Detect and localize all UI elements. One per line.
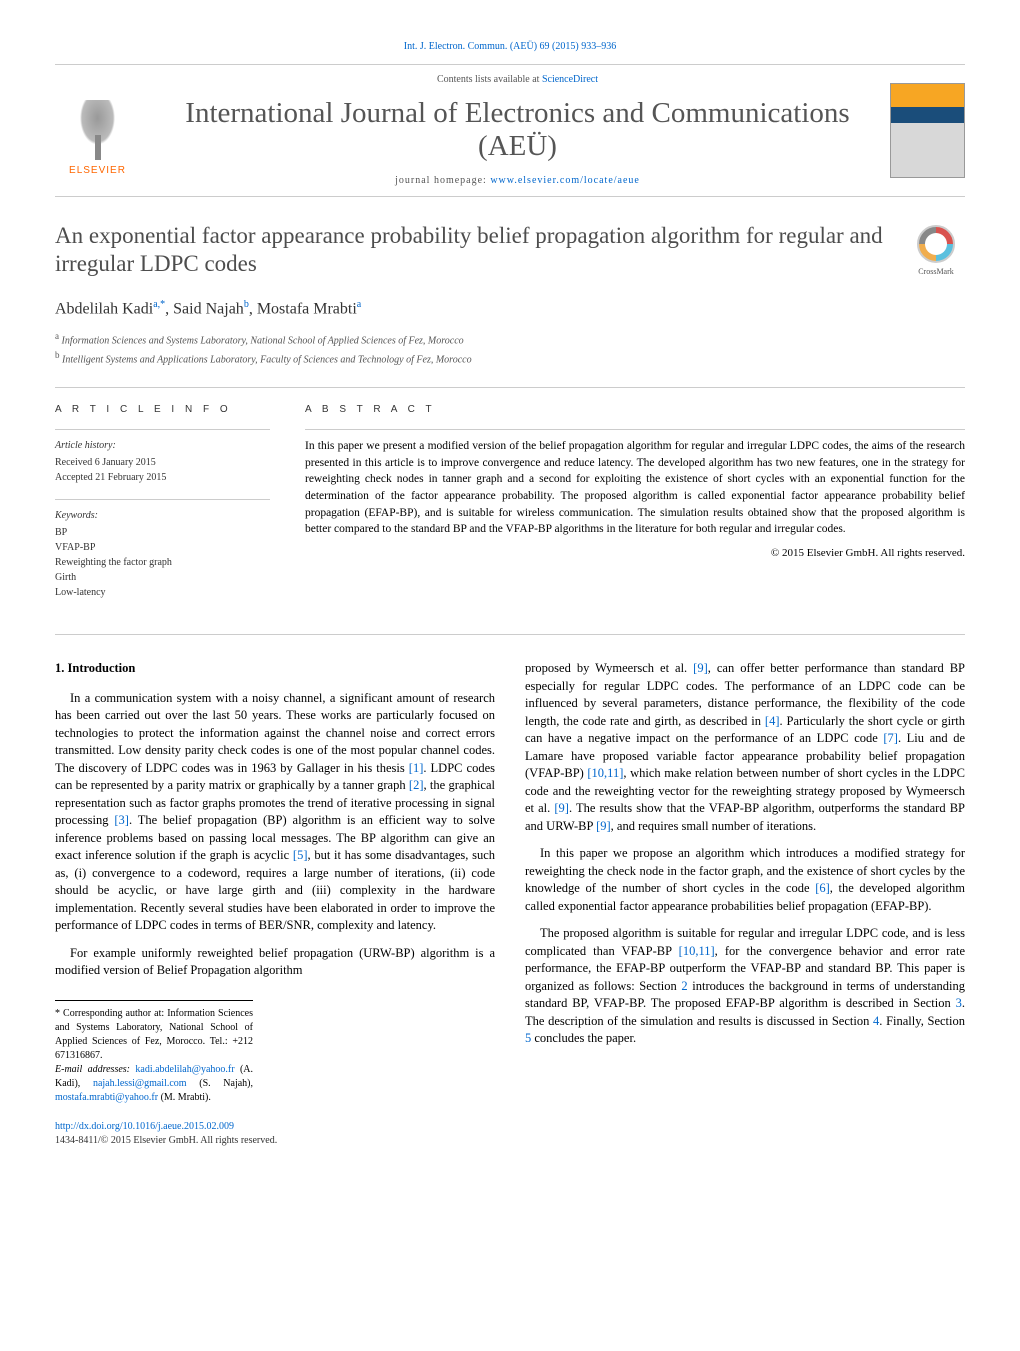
contents-prefix: Contents lists available at	[437, 74, 542, 85]
elsevier-logo: ELSEVIER	[55, 83, 140, 178]
col2-para-1: proposed by Wymeersch et al. [9], can of…	[525, 660, 965, 835]
email-3[interactable]: mostafa.mrabti@yahoo.fr	[55, 1092, 158, 1103]
keywords-label: Keywords:	[55, 508, 270, 523]
email-label: E-mail addresses:	[55, 1064, 135, 1075]
affiliation-b: b Intelligent Systems and Applications L…	[55, 349, 965, 367]
author-2: Said Najah	[173, 300, 244, 317]
column-right: proposed by Wymeersch et al. [9], can of…	[525, 660, 965, 1105]
corresponding-author: * Corresponding author at: Information S…	[55, 1007, 253, 1063]
affiliation-a: a Information Sciences and Systems Labor…	[55, 330, 965, 348]
citation-header: Int. J. Electron. Commun. (AEÜ) 69 (2015…	[55, 40, 965, 54]
page-root: Int. J. Electron. Commun. (AEÜ) 69 (2015…	[0, 0, 1020, 1178]
email-addresses: E-mail addresses: kadi.abdelilah@yahoo.f…	[55, 1063, 253, 1105]
issn-copyright: 1434-8411/© 2015 Elsevier GmbH. All righ…	[55, 1134, 965, 1148]
keyword-2: Reweighting the factor graph	[55, 555, 270, 570]
keyword-0: BP	[55, 525, 270, 540]
email-2[interactable]: najah.lessi@gmail.com	[93, 1078, 187, 1089]
homepage-line: journal homepage: www.elsevier.com/locat…	[160, 174, 875, 188]
crossmark-badge[interactable]: CrossMark	[907, 222, 965, 280]
homepage-prefix: journal homepage:	[395, 175, 490, 186]
authors-line: Abdelilah Kadia,*, Said Najahb, Mostafa …	[55, 298, 965, 321]
history-accepted: Accepted 21 February 2015	[55, 470, 270, 485]
homepage-url[interactable]: www.elsevier.com/locate/aeue	[490, 175, 640, 186]
article-history: Article history: Received 6 January 2015…	[55, 438, 270, 485]
author-1-sup: a,*	[153, 299, 165, 310]
section-1-heading: 1. Introduction	[55, 660, 495, 678]
elsevier-tree-icon	[70, 100, 125, 160]
email-2-who: (S. Najah),	[187, 1078, 253, 1089]
history-label: Article history:	[55, 438, 270, 453]
abstract-text: In this paper we present a modified vers…	[305, 438, 965, 538]
divider-bottom	[55, 634, 965, 635]
keyword-3: Girth	[55, 570, 270, 585]
author-3-sup: a	[357, 299, 361, 310]
history-received: Received 6 January 2015	[55, 455, 270, 470]
journal-name: International Journal of Electronics and…	[160, 97, 875, 164]
doi-link[interactable]: http://dx.doi.org/10.1016/j.aeue.2015.02…	[55, 1120, 965, 1134]
author-1: Abdelilah Kadi	[55, 300, 153, 317]
col1-para-2: For example uniformly reweighted belief …	[55, 945, 495, 980]
info-divider-2	[55, 499, 270, 500]
abstract-block: A B S T R A C T In this paper we present…	[305, 403, 965, 614]
article-info-heading: A R T I C L E I N F O	[55, 403, 270, 417]
affil-a-text: Information Sciences and Systems Laborat…	[62, 336, 464, 347]
body-columns: 1. Introduction In a communication syste…	[55, 660, 965, 1105]
journal-cover-thumbnail	[890, 83, 965, 178]
title-row: An exponential factor appearance probabi…	[55, 222, 965, 280]
keyword-4: Low-latency	[55, 585, 270, 600]
journal-masthead: ELSEVIER Contents lists available at Sci…	[55, 64, 965, 197]
keyword-1: VFAP-BP	[55, 540, 270, 555]
email-1[interactable]: kadi.abdelilah@yahoo.fr	[135, 1064, 234, 1075]
email-3-who: (M. Mrabti).	[158, 1092, 211, 1103]
abstract-divider	[305, 429, 965, 430]
crossmark-icon	[917, 225, 955, 263]
affil-a-sup: a	[55, 331, 59, 341]
crossmark-label: CrossMark	[918, 266, 954, 277]
abstract-heading: A B S T R A C T	[305, 403, 965, 417]
author-2-sup: b	[244, 299, 249, 310]
page-footer: http://dx.doi.org/10.1016/j.aeue.2015.02…	[55, 1120, 965, 1148]
affil-b-sup: b	[55, 350, 60, 360]
footnotes-block: * Corresponding author at: Information S…	[55, 1000, 253, 1105]
affil-b-text: Intelligent Systems and Applications Lab…	[62, 354, 472, 365]
publisher-name: ELSEVIER	[69, 164, 126, 178]
sciencedirect-link[interactable]: ScienceDirect	[542, 74, 598, 85]
column-left: 1. Introduction In a communication syste…	[55, 660, 495, 1105]
col2-para-2: In this paper we propose an algorithm wh…	[525, 845, 965, 915]
contents-available-line: Contents lists available at ScienceDirec…	[160, 73, 875, 87]
keywords-block: Keywords: BP VFAP-BP Reweighting the fac…	[55, 508, 270, 600]
author-3: Mostafa Mrabti	[257, 300, 357, 317]
abstract-copyright: © 2015 Elsevier GmbH. All rights reserve…	[305, 546, 965, 561]
masthead-center: Contents lists available at ScienceDirec…	[160, 73, 875, 188]
article-title: An exponential factor appearance probabi…	[55, 222, 887, 280]
article-info-block: A R T I C L E I N F O Article history: R…	[55, 403, 270, 614]
col2-para-3: The proposed algorithm is suitable for r…	[525, 925, 965, 1048]
info-divider-1	[55, 429, 270, 430]
col1-para-1: In a communication system with a noisy c…	[55, 690, 495, 935]
info-abstract-row: A R T I C L E I N F O Article history: R…	[55, 388, 965, 634]
affiliations: a Information Sciences and Systems Labor…	[55, 330, 965, 367]
